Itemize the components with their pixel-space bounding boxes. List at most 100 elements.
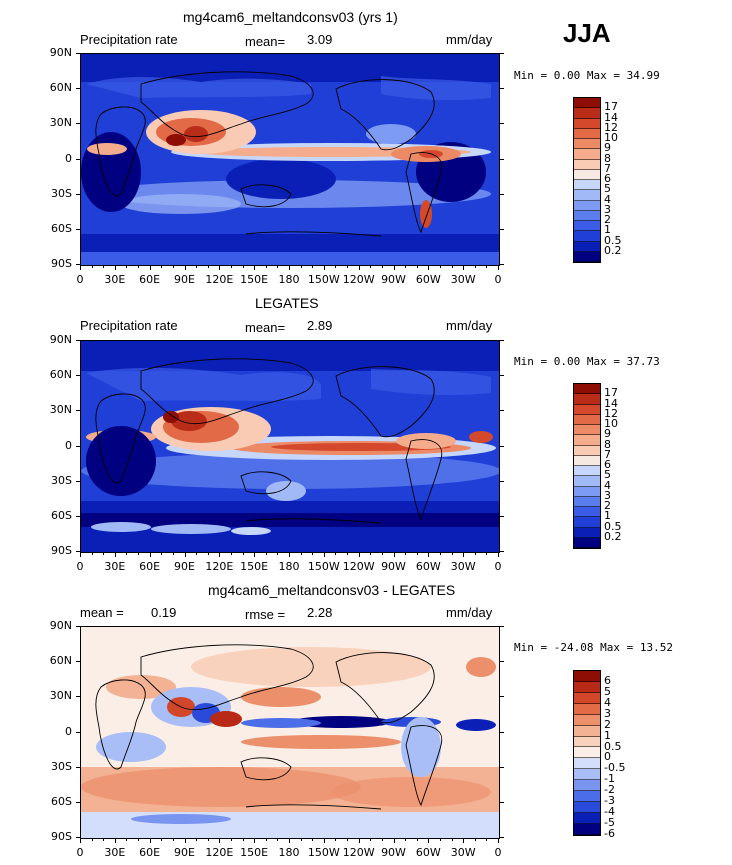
colorbar-swatch (574, 455, 600, 466)
panel-2-lon-tick (219, 553, 221, 557)
panel-2-lon-minor-tick (300, 553, 302, 555)
panel-2-colorbar-label: 0.5 (604, 519, 622, 533)
panel-3-lon-minor-tick (277, 839, 279, 841)
colorbar-swatch (574, 139, 600, 150)
panel-1-lat-tick-right (500, 228, 504, 230)
panel-1-lon-label: 60W (415, 273, 441, 286)
colorbar-swatch (574, 769, 600, 781)
panel-2-lat-tick (76, 340, 80, 341)
panel-2-lat-label: 0 (65, 438, 72, 452)
panel-2-colorbar-label: 0.2 (604, 529, 622, 543)
panel-1-lon-minor-tick (242, 266, 244, 268)
panel-2-lon-label: 150W (307, 560, 340, 573)
panel-2-lon-minor-tick (312, 553, 314, 555)
panel-2-mean-value: 2.89 (307, 318, 333, 333)
panel-3-coastlines (95, 644, 443, 810)
panel-2-lon-minor-tick (265, 553, 267, 555)
panel-3-lon-minor-tick (370, 839, 372, 841)
panel-3-lon-minor-tick (126, 839, 128, 841)
panel-2-lat-tick-right (500, 480, 504, 482)
panel-3-lon-tick (323, 839, 325, 843)
panel-2-lon-label: 60E (139, 560, 161, 573)
panel-1-lon-tick (114, 266, 116, 270)
panel-2-lat-label: 30N (49, 403, 72, 417)
panel-2-lon-minor-tick (103, 553, 105, 555)
panel-2-lon-tick (80, 553, 81, 557)
colorbar-swatch (574, 725, 600, 737)
panel-1-lon-tick (80, 266, 81, 270)
panel-3-lon-minor-tick (335, 839, 337, 841)
panel-2-lat-tick-right (500, 445, 504, 447)
colorbar-swatch (574, 414, 600, 425)
panel-2-lon-label: 30W (450, 560, 476, 573)
panel-1-lon-label: 0 (494, 273, 502, 286)
colorbar-swatch (574, 823, 600, 835)
panel-3-lat-tick-right (500, 766, 504, 768)
panel-1-lon-tick (323, 266, 325, 270)
panel-2-lon-tick (358, 553, 360, 557)
panel-2-lon-label: 0 (494, 560, 502, 573)
panel-1-lon-minor-tick (138, 266, 140, 268)
panel-1-colorbar-label: 14 (604, 110, 618, 124)
colorbar-swatch (574, 180, 600, 191)
panel-2-lon-minor-tick (230, 553, 232, 555)
colorbar-swatch (574, 791, 600, 803)
panel-3-lat-tick-right (500, 731, 504, 733)
panel-1-lon-tick (463, 266, 465, 270)
panel-3-lon-tick (219, 839, 221, 843)
panel-2-lat-label: 30S (51, 473, 72, 487)
panel-3-lon-minor-tick (207, 839, 209, 841)
panel-1-lat-tick (76, 88, 80, 90)
panel-2-colorbar-label: 10 (604, 417, 618, 430)
panel-3-lon-minor-tick (91, 839, 93, 841)
panel-1-colorbar-label: 8 (604, 151, 611, 165)
panel-1-units: mm/day (446, 32, 493, 47)
colorbar-swatch (574, 169, 600, 180)
panel-3-colorbar-label: 5 (604, 684, 611, 698)
colorbar-swatch (574, 466, 600, 477)
panel-3-lat-label: 90S (51, 830, 72, 843)
panel-3-colorbar-label: 6 (604, 673, 611, 687)
panel-2-lon-tick (114, 553, 116, 557)
panel-2-lon-tick (463, 553, 465, 557)
panel-1-lat-label: 60N (49, 81, 72, 95)
panel-2-coastlines (95, 358, 443, 524)
panel-1-lon-label: 180 (278, 273, 300, 286)
panel-1-colorbar-label: 1 (604, 223, 611, 237)
panel-2-colorbar-label: 1 (604, 509, 611, 523)
panel-3-lon-minor-tick (439, 839, 441, 841)
panel-2-lon-minor-tick (347, 553, 349, 555)
panel-3-lat-tick-right (500, 626, 504, 627)
panel-1-lon-label: 90E (174, 273, 195, 286)
panel-1-lat-label: 90S (51, 257, 72, 270)
panel-1-lon-label: 150W (307, 273, 340, 286)
panel-3-lon-label: 120E (205, 846, 234, 859)
panel-3-lon-label: 0 (76, 846, 84, 859)
colorbar-swatch (574, 98, 600, 109)
season-label: JJA (563, 18, 611, 48)
panel-2-lon-label: 60W (415, 560, 441, 573)
panel-2-colorbar-label: 17 (604, 386, 618, 400)
panel-3-lon-tick (463, 839, 465, 843)
panel-3-lat-tick (76, 661, 80, 663)
panel-3-mean-label: mean = (80, 605, 124, 620)
panel-2-lon-tick (323, 553, 325, 557)
panel-1-lon-minor-tick (405, 266, 407, 268)
panel-3-lat-tick (76, 801, 80, 803)
panel-3-lon-label: 150E (240, 846, 269, 859)
panel-3-lon-minor-tick (138, 839, 140, 841)
panel-1-colorbar-label: 3 (604, 202, 611, 216)
panel-3-lon-label: 90W (381, 846, 406, 859)
panel-2-lon-label: 120W (342, 560, 375, 573)
panel-2-lon-tick (184, 553, 186, 557)
panel-1-lat-tick (76, 53, 80, 54)
panel-1-lon-tick (289, 266, 290, 270)
panel-3-lon-label: 60E (139, 846, 161, 859)
panel-2-lon-minor-tick (486, 553, 488, 555)
panel-1-lat-label: 90N (49, 46, 72, 59)
panel-2-lon-minor-tick (196, 553, 198, 555)
panel-2-lat-tick-right (500, 551, 504, 552)
panel-3-lon-label: 30W (450, 846, 476, 859)
colorbar-swatch (574, 507, 600, 518)
panel-3-lon-label: 120W (342, 846, 375, 859)
